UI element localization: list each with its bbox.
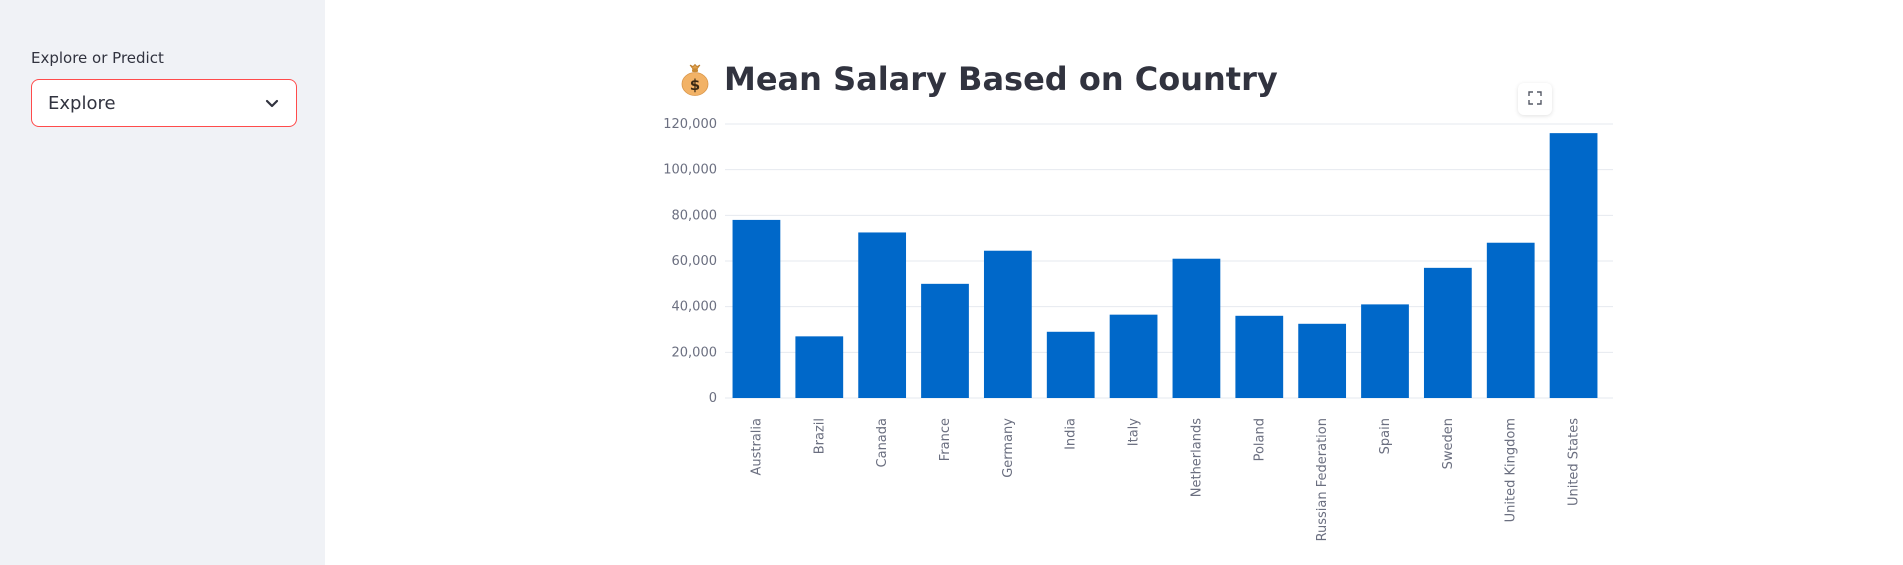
x-tick-label: United States <box>1567 418 1582 506</box>
bar-brazil[interactable] <box>795 336 844 398</box>
select-value: Explore <box>48 92 116 114</box>
money-bag-icon: $ <box>680 62 710 96</box>
title-row: $ Mean Salary Based on Country <box>680 60 1278 98</box>
x-tick-label: Italy <box>1127 418 1142 447</box>
bar-india[interactable] <box>1046 331 1095 398</box>
expand-icon <box>1528 90 1542 109</box>
x-tick-label: Spain <box>1378 418 1393 454</box>
svg-text:$: $ <box>690 76 700 94</box>
chart-grid <box>725 123 1613 399</box>
x-tick-label: Canada <box>875 418 890 467</box>
bar-chart: 020,00040,00060,00080,000100,000120,000 … <box>663 117 1613 542</box>
chevron-down-icon <box>264 95 280 111</box>
y-axis: 0 20,000 40,000 60,000 80,000 100,000 120,000 <box>663 117 717 406</box>
y-tick-label: 60,000 <box>672 254 718 269</box>
y-tick-label: 40,000 <box>672 300 718 315</box>
bar-spain[interactable] <box>1361 304 1409 398</box>
y-tick-label: 120,000 <box>663 117 717 132</box>
bar-germany[interactable] <box>983 250 1032 398</box>
x-tick-label: Russian Federation <box>1315 418 1330 541</box>
x-tick-label: India <box>1064 418 1079 450</box>
x-tick-label: France <box>938 418 953 461</box>
y-tick-label: 80,000 <box>672 208 718 223</box>
bar-united-states[interactable] <box>1549 133 1598 398</box>
chart-bars <box>732 133 1598 398</box>
x-axis: Australia Brazil Canada France Germany India I… <box>749 418 1581 542</box>
x-tick-label: United Kingdom <box>1504 418 1519 522</box>
page-title: Mean Salary Based on Country <box>724 60 1278 98</box>
bar-netherlands[interactable] <box>1172 258 1221 398</box>
bar-sweden[interactable] <box>1423 267 1472 398</box>
select-label: Explore or Predict <box>31 49 164 67</box>
fullscreen-button[interactable] <box>1518 83 1552 115</box>
x-tick-label: Germany <box>1001 418 1016 478</box>
explore-predict-select[interactable]: Explore <box>31 79 297 127</box>
y-tick-label: 20,000 <box>672 345 718 360</box>
y-tick-label: 100,000 <box>663 163 717 178</box>
x-tick-label: Netherlands <box>1189 418 1204 497</box>
bar-canada[interactable] <box>858 232 907 398</box>
bar-italy[interactable] <box>1109 314 1158 398</box>
sidebar: Explore or Predict Explore <box>0 0 325 565</box>
bar-united-kingdom[interactable] <box>1486 242 1535 398</box>
bar-poland[interactable] <box>1235 315 1284 398</box>
x-tick-label: Poland <box>1252 418 1267 461</box>
x-tick-label: Sweden <box>1441 418 1456 469</box>
x-tick-label: Brazil <box>812 418 827 454</box>
bar-russian-federation[interactable] <box>1298 323 1347 398</box>
bar-france[interactable] <box>921 283 969 398</box>
x-tick-label: Australia <box>749 418 764 476</box>
bar-australia[interactable] <box>732 219 781 398</box>
y-tick-label: 0 <box>709 391 717 406</box>
main-content: $ Mean Salary Based on Country 0 20,000 40… <box>325 0 1903 565</box>
